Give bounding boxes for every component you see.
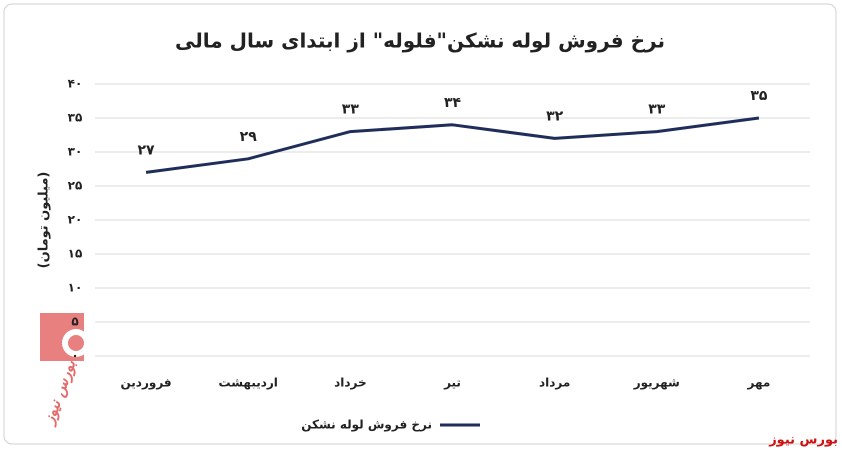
data-label: ۲۹ xyxy=(240,129,258,145)
x-tick-label: تیر xyxy=(443,376,461,390)
legend-label: نرخ فروش لوله نشکن xyxy=(301,418,432,433)
y-tick-label: ۲۵ xyxy=(68,179,83,193)
data-label: ۳۲ xyxy=(546,108,564,124)
data-label: ۳۳ xyxy=(342,102,360,118)
chart-title: نرخ فروش لوله نشکن"فلوله" از ابتدای سال … xyxy=(175,29,665,53)
chart-frame xyxy=(3,3,837,445)
y-tick-label: ۳۵ xyxy=(68,111,83,125)
x-tick-label: مرداد xyxy=(539,376,570,390)
data-label: ۳۳ xyxy=(648,102,666,118)
x-tick-label: خرداد xyxy=(334,376,367,390)
y-tick-label: ۴۰ xyxy=(68,77,83,91)
data-label: ۳۴ xyxy=(444,95,462,111)
x-tick-label: فروردین xyxy=(120,376,171,391)
logo xyxy=(40,313,90,361)
data-label: ۲۷ xyxy=(138,142,156,158)
logo-dot xyxy=(68,335,84,351)
y-tick-label: ۳۰ xyxy=(68,145,83,159)
source: بورس نیوز xyxy=(768,433,838,448)
y-tick-label: ۲۰ xyxy=(68,213,83,227)
x-tick-label: اردیبهشت xyxy=(219,376,278,390)
data-label: ۳۵ xyxy=(750,88,768,104)
y-tick-label: ۱۰ xyxy=(68,281,83,295)
y-axis-label: (میلیون تومان) xyxy=(37,172,52,269)
y-tick-label: ۰ xyxy=(71,349,78,363)
y-tick-label: ۵ xyxy=(71,315,78,329)
x-tick-label: شهریور xyxy=(633,376,680,391)
y-tick-label: ۱۵ xyxy=(68,247,83,261)
x-tick-label: مهر xyxy=(747,376,771,390)
line xyxy=(145,116,760,174)
